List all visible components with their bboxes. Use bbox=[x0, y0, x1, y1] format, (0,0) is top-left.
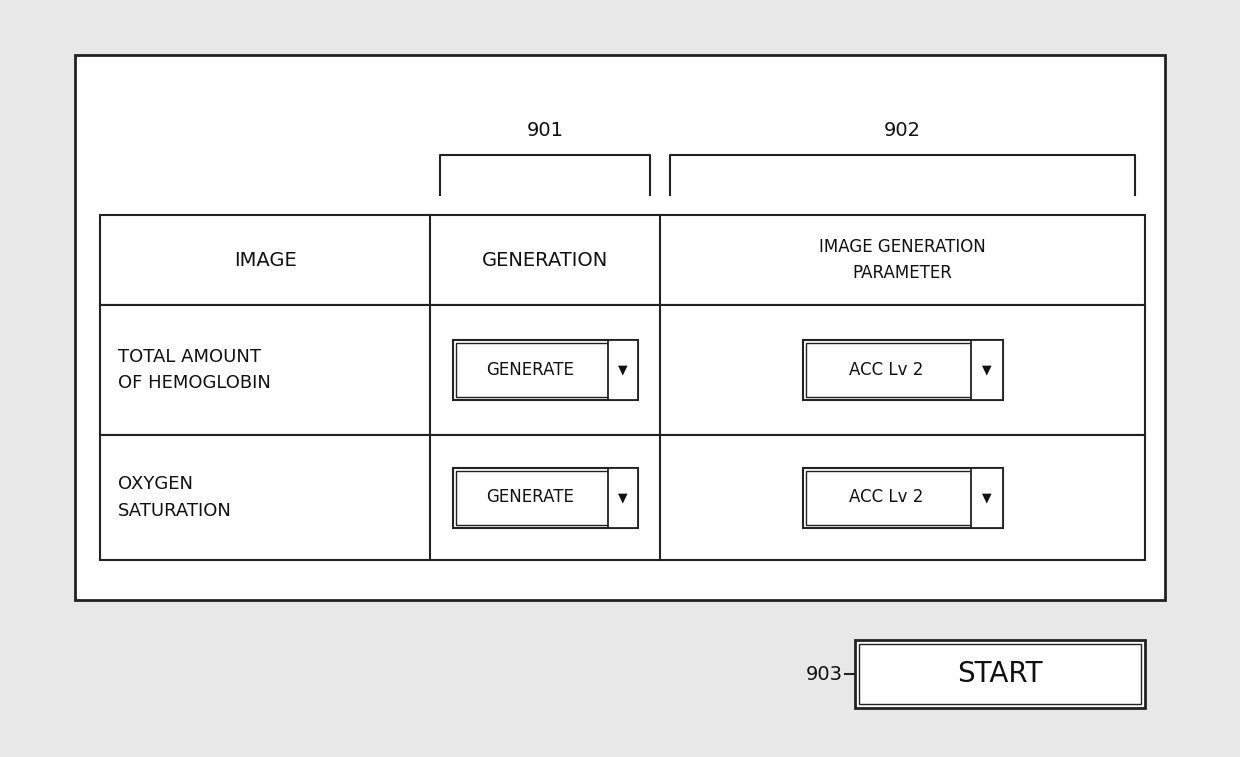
Text: GENERATE: GENERATE bbox=[486, 361, 574, 379]
Bar bbox=[802, 340, 1002, 400]
Text: ACC Lv 2: ACC Lv 2 bbox=[849, 488, 924, 506]
Text: TOTAL AMOUNT
OF HEMOGLOBIN: TOTAL AMOUNT OF HEMOGLOBIN bbox=[118, 347, 270, 392]
Bar bbox=[100, 215, 1145, 305]
Text: START: START bbox=[957, 660, 1043, 688]
Bar bbox=[806, 471, 999, 525]
Text: ▼: ▼ bbox=[618, 363, 627, 376]
Bar bbox=[453, 340, 637, 400]
Bar bbox=[859, 644, 1141, 704]
Bar bbox=[74, 55, 1166, 600]
Bar bbox=[608, 340, 637, 400]
Bar bbox=[971, 340, 1002, 400]
Text: 903: 903 bbox=[806, 665, 843, 684]
Bar bbox=[100, 305, 1145, 435]
Text: ▼: ▼ bbox=[982, 363, 991, 376]
Bar bbox=[856, 640, 1145, 708]
Bar bbox=[455, 343, 635, 397]
Text: 901: 901 bbox=[527, 121, 563, 140]
Text: IMAGE: IMAGE bbox=[233, 251, 296, 269]
Bar bbox=[608, 468, 637, 528]
Bar bbox=[802, 468, 1002, 528]
Text: GENERATE: GENERATE bbox=[486, 488, 574, 506]
Bar bbox=[455, 471, 635, 525]
Text: ▼: ▼ bbox=[982, 491, 991, 504]
Text: ▼: ▼ bbox=[618, 491, 627, 504]
Bar bbox=[971, 468, 1002, 528]
Text: IMAGE GENERATION
PARAMETER: IMAGE GENERATION PARAMETER bbox=[820, 238, 986, 282]
Bar bbox=[453, 468, 637, 528]
Text: ACC Lv 2: ACC Lv 2 bbox=[849, 361, 924, 379]
Text: GENERATION: GENERATION bbox=[482, 251, 608, 269]
Bar bbox=[100, 435, 1145, 560]
Bar bbox=[806, 343, 999, 397]
Text: 902: 902 bbox=[884, 121, 921, 140]
Text: OXYGEN
SATURATION: OXYGEN SATURATION bbox=[118, 475, 232, 520]
